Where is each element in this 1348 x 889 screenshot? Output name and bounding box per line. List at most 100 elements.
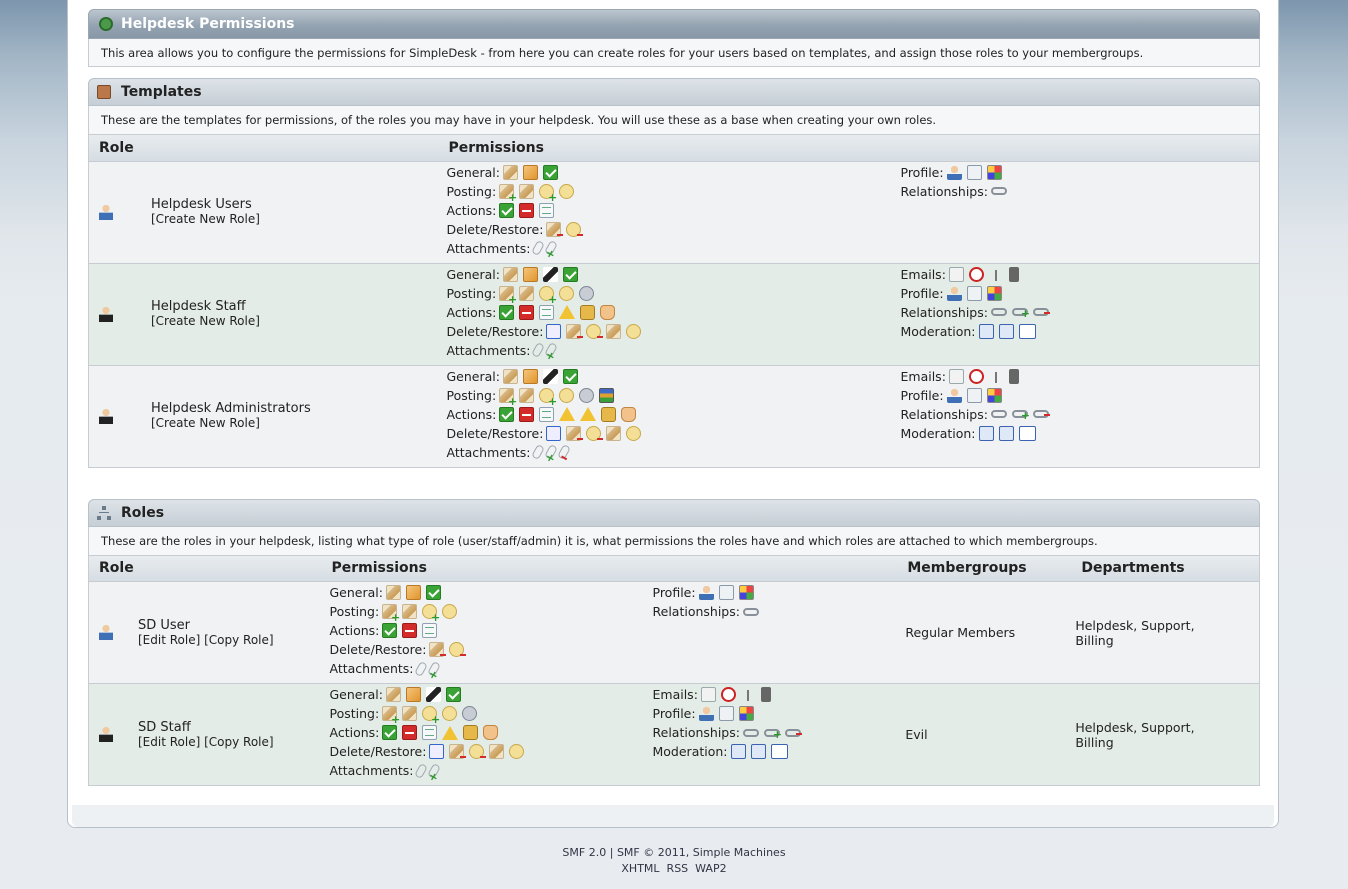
edit-icon	[405, 585, 421, 600]
edit-reply-icon	[442, 706, 458, 721]
wap2-link[interactable]: WAP2	[695, 862, 727, 875]
rss-link[interactable]: RSS	[666, 862, 689, 875]
post-icon	[385, 687, 401, 702]
perm-label: Attachments:	[329, 763, 414, 778]
warning-icon	[559, 305, 576, 319]
admin-icon	[99, 407, 113, 424]
window-icon	[770, 744, 788, 759]
roles-table: Role Permissions Membergroups Department…	[88, 555, 1260, 786]
create-role-link[interactable]: [Create New Role]	[151, 212, 260, 226]
profile-icon	[946, 285, 962, 301]
lock-icon	[463, 725, 479, 740]
edit-icon	[405, 687, 421, 702]
perm-label: Posting:	[446, 387, 497, 403]
check-icon	[425, 585, 441, 600]
perm-label: Delete/Restore:	[446, 323, 544, 339]
list-icon	[422, 725, 438, 740]
delete-post-icon	[566, 323, 584, 339]
check-icon	[382, 623, 398, 638]
perm-label: Moderation:	[900, 425, 976, 441]
perm-label: Relationships:	[652, 725, 740, 740]
hand-icon	[621, 406, 637, 422]
recycle-icon	[546, 425, 562, 441]
staff-icon	[99, 726, 113, 742]
edit-icon	[522, 266, 538, 282]
link-icon	[742, 728, 759, 737]
delete-reply-icon	[449, 642, 467, 657]
window-icon	[1018, 323, 1036, 339]
perm-label: Actions:	[446, 202, 497, 218]
xhtml-link[interactable]: XHTML	[621, 862, 660, 875]
list-icon	[422, 623, 438, 638]
edit-reply-icon	[442, 604, 458, 619]
perm-label: Relationships:	[652, 604, 740, 619]
staff-icon	[99, 305, 113, 322]
copy-role-link[interactable]: [Copy Role]	[204, 632, 274, 647]
membergroups-cell: Regular Members	[897, 581, 1072, 684]
block-icon	[968, 266, 984, 282]
perm-label: Posting:	[329, 604, 380, 619]
templates-header: Templates	[88, 78, 1260, 106]
check-icon	[382, 725, 398, 740]
delete-post-icon	[566, 425, 584, 441]
departments-cell: Helpdesk, Support, Billing	[1071, 581, 1260, 684]
departments-cell: Helpdesk, Support, Billing	[1071, 683, 1260, 786]
perm-label: Moderation:	[652, 744, 728, 759]
perm-label: Profile:	[900, 387, 944, 403]
edit-reply-icon	[559, 183, 575, 199]
table-row: Helpdesk Administrators [Create New Role…	[88, 364, 1260, 467]
vcard-icon	[966, 387, 982, 403]
create-role-link[interactable]: [Create New Role]	[151, 314, 260, 328]
restore-post-icon	[489, 744, 505, 759]
link-icon	[742, 607, 759, 616]
edit-role-link[interactable]: [Edit Role]	[138, 734, 201, 749]
col-permissions: Permissions	[321, 555, 898, 582]
warning-icon	[559, 407, 576, 421]
plug-icon	[542, 266, 558, 282]
create-role-link[interactable]: [Create New Role]	[151, 416, 260, 430]
remove-link-icon	[1032, 410, 1050, 418]
reply-icon	[539, 285, 557, 306]
restore-post-icon	[606, 323, 622, 339]
check-icon	[445, 687, 461, 702]
block-icon	[968, 368, 984, 384]
list-icon	[539, 202, 555, 218]
hand-icon	[483, 725, 499, 740]
close-icon	[519, 202, 535, 218]
move-right-icon	[750, 744, 766, 759]
move-left-icon	[978, 425, 994, 441]
perm-label: General:	[446, 266, 500, 282]
footer-separator: |	[609, 846, 614, 859]
check-icon	[562, 266, 578, 282]
reply-icon	[539, 183, 557, 204]
user-icon	[99, 203, 113, 220]
warning-icon	[442, 725, 459, 740]
membergroups-cell: Evil	[897, 683, 1072, 786]
window-icon	[1018, 425, 1036, 441]
vcard-icon	[966, 285, 982, 301]
smf-version-link[interactable]: SMF 2.0	[562, 846, 607, 859]
preferences-icon	[738, 706, 754, 721]
copyright-link[interactable]: SMF © 2011, Simple Machines	[616, 846, 786, 859]
move-right-icon	[998, 425, 1014, 441]
add-attachment-icon	[543, 443, 558, 461]
profile-icon	[698, 706, 714, 721]
edit-role-link[interactable]: [Edit Role]	[138, 632, 201, 647]
mail-icon	[948, 368, 964, 384]
perm-label: Emails:	[900, 266, 946, 282]
copy-role-link[interactable]: [Copy Role]	[204, 734, 274, 749]
add-link-icon	[1011, 307, 1030, 320]
profile-icon	[946, 387, 962, 403]
role-name: SD Staff	[138, 719, 191, 735]
move-right-icon	[998, 323, 1014, 339]
perm-label: Attachments:	[446, 444, 531, 460]
restore-reply-icon	[626, 425, 642, 441]
robot-icon	[462, 706, 478, 721]
new-post-icon	[499, 387, 517, 408]
briefcase-icon	[97, 85, 111, 99]
perm-label: General:	[329, 687, 383, 702]
restore-post-icon	[606, 425, 622, 441]
post-icon	[502, 368, 518, 384]
templates-title: Templates	[121, 84, 202, 100]
mail-icon	[948, 266, 964, 282]
